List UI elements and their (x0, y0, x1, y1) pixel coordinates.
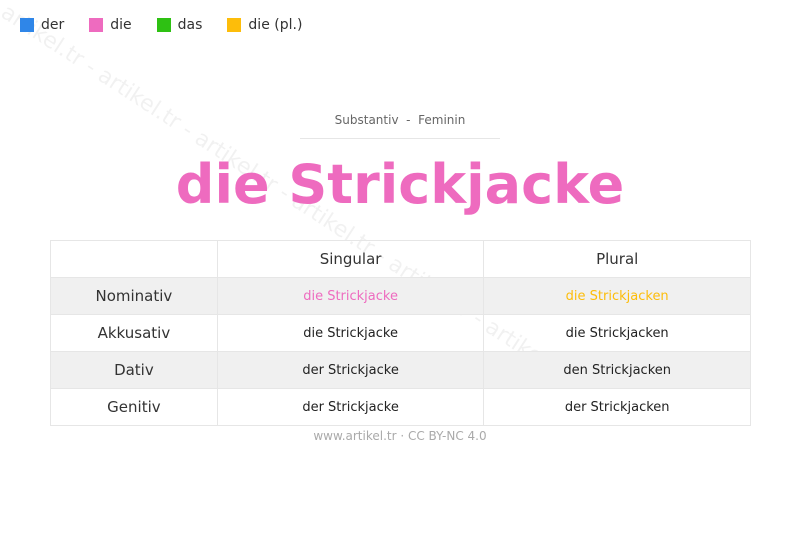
color-swatch (227, 18, 242, 32)
gender-legend: der die das die (pl.) (20, 17, 327, 33)
legend-item-plural: die (pl.) (227, 17, 302, 33)
divider (300, 138, 500, 139)
declension-table: Singular Plural Nominativ die Strickjack… (50, 240, 751, 426)
table-row: Dativ der Strickjacke den Strickjacken (50, 351, 751, 389)
case-label: Dativ (50, 351, 218, 389)
legend-label: der (41, 17, 65, 33)
legend-label: die (pl.) (248, 17, 303, 33)
table-header-row: Singular Plural (50, 240, 751, 278)
singular-form: der Strickjacke (216, 388, 485, 426)
table-row: Genitiv der Strickjacke der Strickjacken (50, 388, 751, 426)
word-type: Substantiv - Feminin (334, 113, 466, 127)
table-row: Nominativ die Strickjacke die Strickjack… (50, 277, 751, 315)
plural-form: den Strickjacken (483, 351, 751, 389)
page-title: die Strickjacke (175, 153, 625, 216)
legend-label: das (177, 17, 203, 33)
case-label: Nominativ (50, 277, 218, 315)
legend-item-der: der (20, 17, 64, 33)
header-empty (50, 240, 218, 278)
plural-form: die Strickjacken (483, 277, 751, 315)
case-label: Genitiv (50, 388, 218, 426)
color-swatch (156, 18, 171, 32)
singular-form: die Strickjacke (216, 277, 485, 315)
singular-form: der Strickjacke (216, 351, 485, 389)
case-label: Akkusativ (50, 314, 218, 352)
singular-form: die Strickjacke (216, 314, 485, 352)
footer-credit: www.artikel.tr · CC BY-NC 4.0 (313, 429, 487, 443)
plural-form: der Strickjacken (483, 388, 751, 426)
legend-label: die (110, 17, 132, 33)
legend-item-die: die (89, 17, 132, 33)
color-swatch (20, 18, 34, 32)
color-swatch (89, 18, 104, 32)
header-plural: Plural (483, 240, 751, 278)
plural-form: die Strickjacken (483, 314, 751, 352)
legend-item-das: das (156, 17, 203, 33)
table-row: Akkusativ die Strickjacke die Strickjack… (50, 314, 751, 352)
header-singular: Singular (216, 240, 485, 278)
